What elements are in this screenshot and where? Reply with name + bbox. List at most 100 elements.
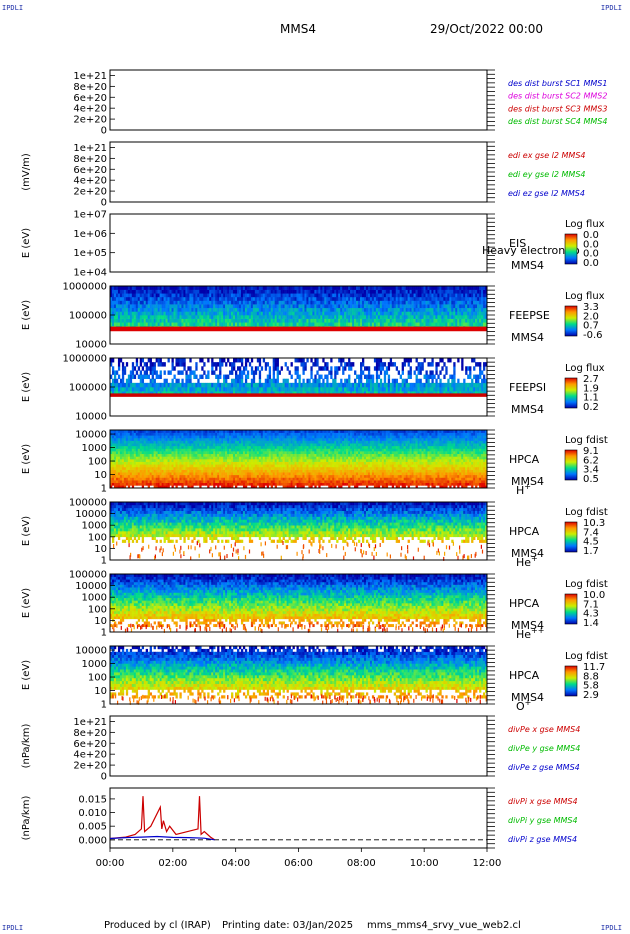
- spectrogram-cell: [121, 293, 125, 298]
- spectrogram-cell: [479, 374, 482, 380]
- spectrogram-cell: [256, 391, 260, 396]
- spectrogram-cell: [401, 382, 404, 388]
- spectrogram-cell: [348, 307, 351, 312]
- spectrogram-cell: [421, 296, 424, 301]
- spectrogram-cell: [201, 482, 204, 486]
- spectrogram-cell: [328, 370, 331, 375]
- spectrogram-cell: [477, 286, 480, 290]
- spectrogram-cell: [473, 466, 476, 470]
- spectrogram-cell: [375, 480, 379, 484]
- spectrogram-cell: [302, 307, 305, 312]
- spectrogram-cell: [147, 286, 150, 290]
- spectrogram-cell: [320, 466, 323, 470]
- spectrogram-cell: [445, 480, 448, 484]
- spectrogram-cell: [145, 289, 148, 294]
- spectrogram-cell: [373, 482, 377, 486]
- spectrogram-cell: [276, 482, 279, 486]
- spectrogram-cell: [189, 466, 192, 470]
- spectrogram-cell: [221, 315, 224, 319]
- spectrogram-cell: [469, 466, 472, 470]
- spectrogram-cell: [363, 374, 367, 380]
- spectrogram-cell: [215, 366, 218, 371]
- spectrogram-cell: [365, 477, 369, 481]
- spectrogram-cell: [183, 480, 186, 484]
- spectrogram-cell: [250, 391, 254, 396]
- spectrogram-cell: [437, 286, 440, 290]
- spectrogram-cell: [435, 482, 438, 486]
- spectrogram-cell: [225, 286, 228, 290]
- corner-mark-top-left: IPDLI: [2, 4, 24, 12]
- spectrogram-cell: [264, 482, 268, 486]
- spectrogram-cell: [429, 477, 432, 481]
- spectrogram-cell: [221, 286, 224, 290]
- spectrogram-cell: [173, 300, 176, 305]
- spectrogram-cell: [163, 477, 166, 481]
- spectrogram-cell: [211, 307, 214, 312]
- spectrogram-cell: [195, 472, 198, 476]
- spectrogram-cell: [141, 474, 145, 478]
- spectrogram-cell: [360, 318, 363, 323]
- spectrogram-cell: [314, 477, 317, 481]
- spectrogram-cell: [360, 296, 363, 301]
- spectrogram-cell: [485, 362, 488, 367]
- spectrogram-cell: [371, 378, 375, 384]
- spectrogram-cell: [211, 477, 214, 481]
- spectrogram-cell: [387, 477, 391, 481]
- spectrogram-cell: [348, 304, 351, 309]
- spectrogram-cell: [286, 378, 289, 384]
- spectrogram-cell: [195, 382, 198, 388]
- spectrogram-cell: [473, 296, 476, 301]
- spectrogram-cell: [169, 466, 172, 470]
- spectrogram-cell: [195, 482, 198, 486]
- spectrogram-cell: [233, 382, 236, 388]
- spectrogram-cell: [405, 472, 408, 476]
- spectrogram-cell: [187, 293, 190, 298]
- spectrogram-cell: [367, 378, 371, 384]
- spectrogram-cell: [443, 485, 446, 489]
- spectrogram-cell: [334, 296, 337, 301]
- spectrogram-cell: [439, 472, 442, 476]
- spectrogram-cell: [356, 466, 359, 470]
- spectrogram-cell: [229, 485, 232, 489]
- spectrogram-cell: [383, 485, 387, 489]
- spectrogram-cell: [177, 387, 180, 392]
- spectrogram-cell: [288, 472, 291, 476]
- spectrogram-cell: [276, 311, 279, 316]
- spectrogram-cell: [379, 474, 383, 478]
- spectrogram-cell: [262, 307, 266, 312]
- spectrogram-cell: [131, 474, 135, 478]
- spectrogram-cell: [260, 482, 264, 486]
- spectrogram-cell: [169, 315, 172, 319]
- spectrogram-cell: [207, 474, 210, 478]
- spectrogram-cell: [300, 358, 303, 363]
- spectrogram-cell: [179, 474, 182, 478]
- spectrogram-cell: [324, 322, 327, 327]
- spectrogram-cell: [316, 474, 319, 478]
- spectrogram-cell: [405, 311, 408, 316]
- spectrogram-cell: [125, 311, 129, 316]
- spectrogram-cell: [254, 318, 258, 323]
- spectrogram-cell: [411, 466, 414, 470]
- spectrogram-cell: [225, 296, 228, 301]
- spectrogram-cell: [252, 293, 256, 298]
- spectrogram-cell: [177, 370, 180, 375]
- spectrogram-cell: [294, 296, 297, 301]
- spectrogram-cell: [387, 300, 391, 305]
- spectrogram-cell: [445, 318, 448, 323]
- spectrogram-cell: [189, 378, 192, 384]
- spectrogram-cell: [231, 366, 234, 371]
- spectrogram-cell: [280, 474, 283, 478]
- spectrogram-cell: [246, 472, 250, 476]
- spectrogram-cell: [223, 474, 226, 478]
- spectrogram-cell: [395, 382, 399, 388]
- spectrogram-cell: [189, 318, 192, 323]
- spectrogram-cell: [233, 293, 236, 298]
- spectrogram-cell: [352, 474, 355, 478]
- spectrogram-cell: [240, 382, 244, 388]
- spectrogram-cell: [153, 382, 156, 388]
- spectrogram-cell: [361, 466, 365, 470]
- spectrogram-cell: [111, 366, 115, 371]
- spectrogram-cell: [250, 466, 254, 470]
- spectrogram-cell: [338, 466, 341, 470]
- spectrogram-cell: [340, 382, 343, 388]
